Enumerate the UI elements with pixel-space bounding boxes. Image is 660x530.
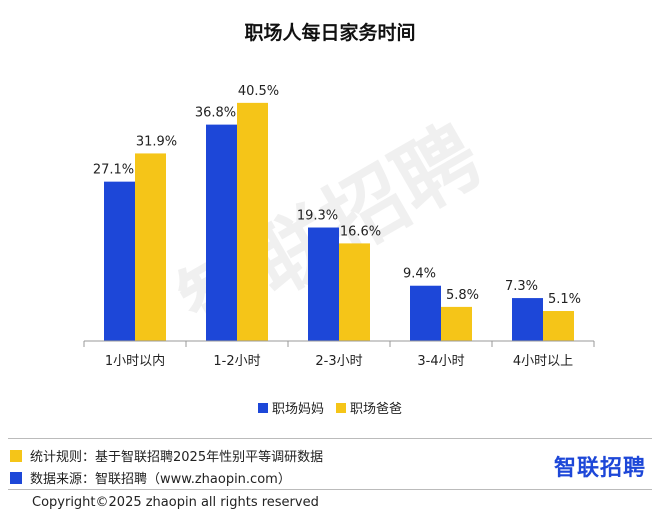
rule-text: 统计规则：基于智联招聘2025年性别平等调研数据: [30, 450, 324, 465]
legend-label-mom: 职场妈妈: [271, 402, 324, 417]
data-label-mom-1: 36.8%: [195, 106, 236, 121]
data-label-dad-0: 31.9%: [136, 134, 177, 149]
legend-swatch-dad: [336, 402, 346, 413]
legend-item-mom: 职场妈妈: [257, 398, 324, 417]
legend-swatch-mom: [257, 402, 268, 413]
x-tick-label-4: 4小时以上: [513, 354, 573, 369]
data-label-dad-1: 40.5%: [238, 84, 279, 99]
copyright: Copyright©2025 zhaopin all rights reserv…: [32, 495, 319, 510]
data-label-mom-3: 9.4%: [403, 267, 436, 282]
source-text: 数据来源：智联招聘（www.zhaopin.com）: [30, 472, 291, 487]
data-label-dad-4: 5.1%: [548, 292, 581, 307]
x-tick-label-2: 2-3小时: [315, 354, 362, 369]
bar-mom-2: [308, 227, 339, 341]
bar-mom-4: [512, 298, 543, 341]
bar-dad-0: [135, 153, 166, 341]
source-marker: [10, 471, 22, 484]
bar-mom-3: [410, 285, 441, 341]
x-tick-label-1: 1-2小时: [213, 354, 260, 369]
data-label-mom-0: 27.1%: [93, 163, 134, 178]
legend-label-dad: 职场爸爸: [350, 402, 403, 417]
bar-dad-2: [339, 243, 370, 341]
legend: 职场妈妈 职场爸爸: [0, 398, 660, 417]
bar-chart: 27.1%31.9% 1小时以内 36.8%40.5% 1-2小时 19.3%16.6%…: [83, 84, 595, 369]
x-tick-label-3: 3-4小时: [417, 354, 464, 369]
data-label-dad-3: 5.8%: [446, 288, 479, 303]
source-note: 数据来源：智联招聘（www.zhaopin.com）: [10, 468, 291, 487]
bar-mom-1: [206, 124, 237, 341]
brand-logo: 智联招聘: [553, 456, 646, 481]
notes-divider: [8, 438, 652, 439]
bar-dad-3: [441, 306, 472, 341]
footer-divider: [8, 489, 652, 490]
bar-dad-4: [543, 311, 574, 341]
data-label-dad-2: 16.6%: [340, 224, 381, 239]
x-tick-label-0: 1小时以内: [105, 353, 165, 369]
chart-title: 职场人每日家务时间: [244, 22, 416, 44]
data-label-mom-2: 19.3%: [297, 209, 338, 224]
rule-marker: [10, 449, 22, 462]
rule-note: 统计规则：基于智联招聘2025年性别平等调研数据: [10, 446, 323, 465]
bar-mom-0: [104, 181, 135, 341]
data-label-mom-4: 7.3%: [505, 279, 538, 294]
bar-dad-1: [237, 102, 268, 341]
legend-item-dad: 职场爸爸: [336, 398, 402, 417]
